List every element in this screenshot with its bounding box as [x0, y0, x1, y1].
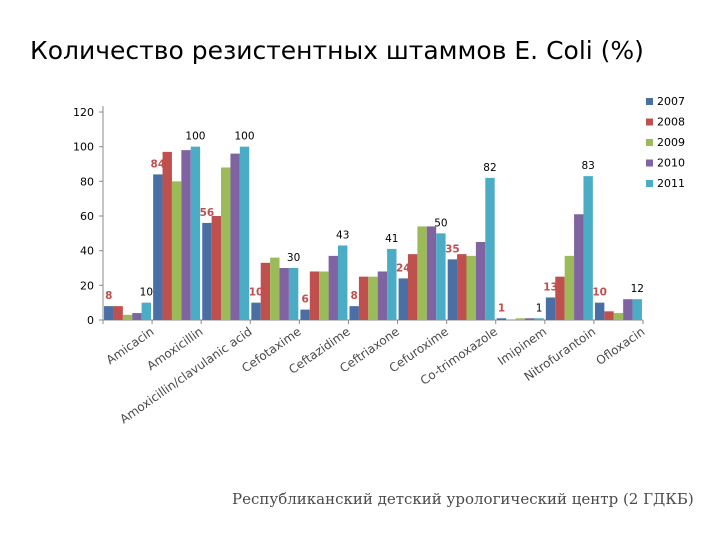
data-label: 83 — [581, 160, 594, 172]
data-label: 56 — [200, 207, 215, 219]
bar — [171, 181, 182, 320]
page-title: Количество резистентных штаммов E. Coli … — [30, 36, 644, 65]
bar — [398, 278, 408, 320]
bar — [319, 271, 329, 320]
x-category-label: Ofloxacin — [593, 324, 647, 368]
bar — [251, 302, 261, 320]
data-label: 1 — [536, 302, 543, 314]
y-tick-label: 120 — [73, 106, 94, 119]
data-label: 35 — [445, 243, 460, 255]
bar — [417, 226, 427, 320]
bar — [613, 313, 624, 320]
bar — [288, 268, 299, 320]
bar — [221, 167, 231, 320]
bar — [202, 222, 212, 320]
bar — [141, 302, 152, 320]
bar — [457, 254, 467, 320]
data-label: 8 — [351, 290, 358, 302]
bar — [447, 259, 458, 320]
bar — [524, 318, 535, 320]
bar — [534, 318, 544, 320]
bar — [436, 233, 446, 320]
data-label: 84 — [151, 158, 166, 170]
bar — [309, 271, 320, 320]
bar — [181, 150, 191, 320]
data-label: 10 — [140, 287, 153, 299]
bar — [515, 318, 525, 320]
y-tick-label: 0 — [87, 314, 94, 327]
data-label: 50 — [434, 217, 447, 229]
data-label: 1 — [498, 302, 505, 314]
bar — [564, 255, 575, 320]
data-label: 30 — [287, 252, 300, 264]
legend-swatch — [646, 159, 653, 167]
bar — [132, 313, 142, 320]
bar — [574, 214, 584, 320]
data-label: 6 — [301, 294, 308, 306]
legend-swatch — [646, 98, 653, 105]
bar — [190, 146, 201, 320]
y-tick-label: 60 — [80, 210, 94, 223]
bar — [230, 153, 240, 320]
data-label: 100 — [185, 131, 205, 143]
bar — [349, 306, 359, 320]
legend-swatch — [646, 118, 653, 126]
bar — [270, 257, 280, 320]
legend-label: 2007 — [657, 95, 685, 108]
bar — [545, 297, 556, 320]
bar — [153, 174, 163, 320]
y-tick-label: 20 — [80, 279, 94, 292]
bar — [496, 318, 507, 320]
data-label: 8 — [105, 290, 112, 302]
legend-label: 2011 — [657, 177, 685, 190]
bar — [555, 276, 565, 320]
bar — [104, 306, 114, 320]
data-label: 13 — [543, 281, 558, 293]
bar — [328, 255, 339, 320]
legend-label: 2008 — [657, 116, 685, 129]
bar — [260, 262, 271, 320]
bar — [594, 302, 605, 320]
legend-label: 2009 — [657, 136, 685, 149]
bar — [632, 299, 642, 320]
data-label: 10 — [592, 287, 607, 299]
data-label: 41 — [385, 233, 398, 245]
source-footer: Республиканский детский урологический це… — [232, 490, 694, 508]
bar — [623, 299, 633, 320]
bar — [475, 242, 486, 320]
legend-label: 2010 — [657, 157, 685, 170]
bar — [358, 276, 369, 320]
bar — [377, 271, 388, 320]
bar — [583, 176, 593, 320]
bar — [407, 254, 418, 320]
data-label: 10 — [249, 287, 264, 299]
legend-swatch — [646, 180, 653, 187]
bar — [239, 146, 250, 320]
bar — [162, 151, 172, 320]
data-label: 82 — [483, 162, 496, 174]
legend-swatch — [646, 139, 653, 146]
bar — [279, 268, 289, 320]
data-label: 100 — [235, 131, 255, 143]
data-label: 12 — [631, 283, 644, 295]
y-tick-label: 100 — [73, 141, 94, 154]
bar — [466, 255, 476, 320]
bar — [604, 311, 614, 320]
resistance-chart: 0 20 40 60 80 100 120 Amicacin Amoxicillin Amoxi… — [73, 95, 685, 426]
y-tick-label: 80 — [80, 175, 94, 188]
bar — [300, 309, 310, 320]
data-label: 24 — [396, 262, 411, 274]
bar — [485, 177, 495, 320]
data-label: 43 — [336, 229, 349, 241]
bar — [122, 314, 133, 320]
bar — [426, 226, 437, 320]
bar — [211, 216, 222, 320]
y-tick-label: 40 — [80, 245, 94, 258]
bar — [387, 248, 397, 320]
bar — [368, 276, 378, 320]
bar — [338, 245, 348, 320]
bar — [113, 306, 123, 320]
